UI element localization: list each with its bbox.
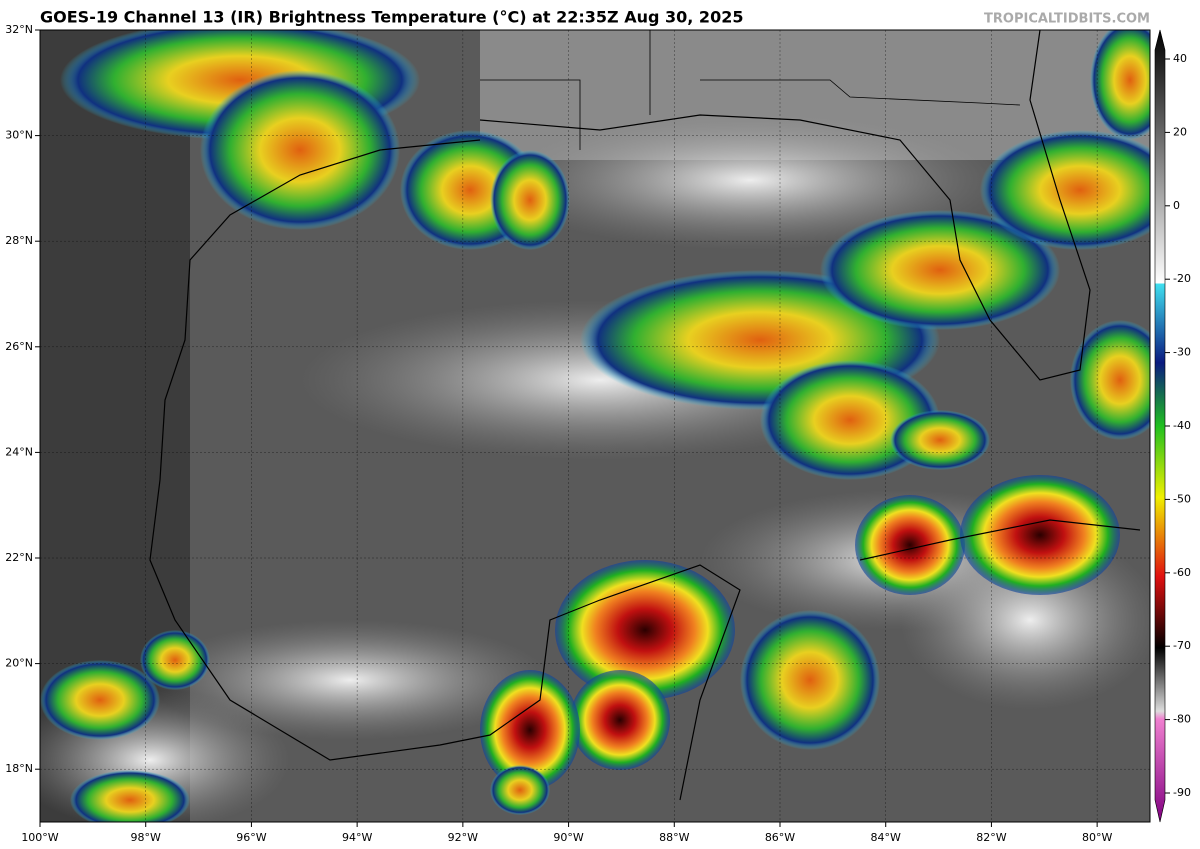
y-tick-label: 26°N <box>5 340 33 353</box>
y-tick-label: 20°N <box>5 657 33 670</box>
colorbar-tick-label: -20 <box>1173 272 1191 285</box>
colorbar <box>1154 29 1166 823</box>
y-tick-label: 28°N <box>5 234 33 247</box>
x-tick-label: 100°W <box>21 831 58 844</box>
y-tick-label: 32°N <box>5 23 33 36</box>
colorbar-tick-label: 40 <box>1173 52 1187 65</box>
y-tick-label: 18°N <box>5 762 33 775</box>
x-tick-label: 86°W <box>765 831 795 844</box>
colorbar-tick-label: -50 <box>1173 492 1191 505</box>
colorbar-tick-label: 0 <box>1173 199 1180 212</box>
title: GOES-19 Channel 13 (IR) Brightness Tempe… <box>40 8 743 27</box>
x-tick-label: 88°W <box>659 831 689 844</box>
x-tick-label: 80°W <box>1082 831 1112 844</box>
watermark: TROPICALTIDBITS.COM <box>984 12 1150 27</box>
colorbar-tick-label: -70 <box>1173 639 1191 652</box>
colorbar-tick-label: -80 <box>1173 713 1191 726</box>
colorbar-tick-label: -90 <box>1173 786 1191 799</box>
x-tick-label: 82°W <box>976 831 1006 844</box>
x-tick-label: 96°W <box>236 831 266 844</box>
colorbar-tick-label: 20 <box>1173 125 1187 138</box>
colorbar-tick-label: -30 <box>1173 346 1191 359</box>
colorbar-tick-label: -40 <box>1173 419 1191 432</box>
satellite-image <box>40 30 1150 822</box>
x-tick-label: 90°W <box>553 831 583 844</box>
y-tick-label: 24°N <box>5 445 33 458</box>
colorbar-tick-label: -60 <box>1173 566 1191 579</box>
y-tick-label: 30°N <box>5 129 33 142</box>
map-frame <box>39 29 1151 823</box>
x-tick-label: 84°W <box>871 831 901 844</box>
x-tick-label: 98°W <box>131 831 161 844</box>
y-tick-label: 22°N <box>5 551 33 564</box>
x-tick-label: 92°W <box>448 831 478 844</box>
x-tick-label: 94°W <box>342 831 372 844</box>
